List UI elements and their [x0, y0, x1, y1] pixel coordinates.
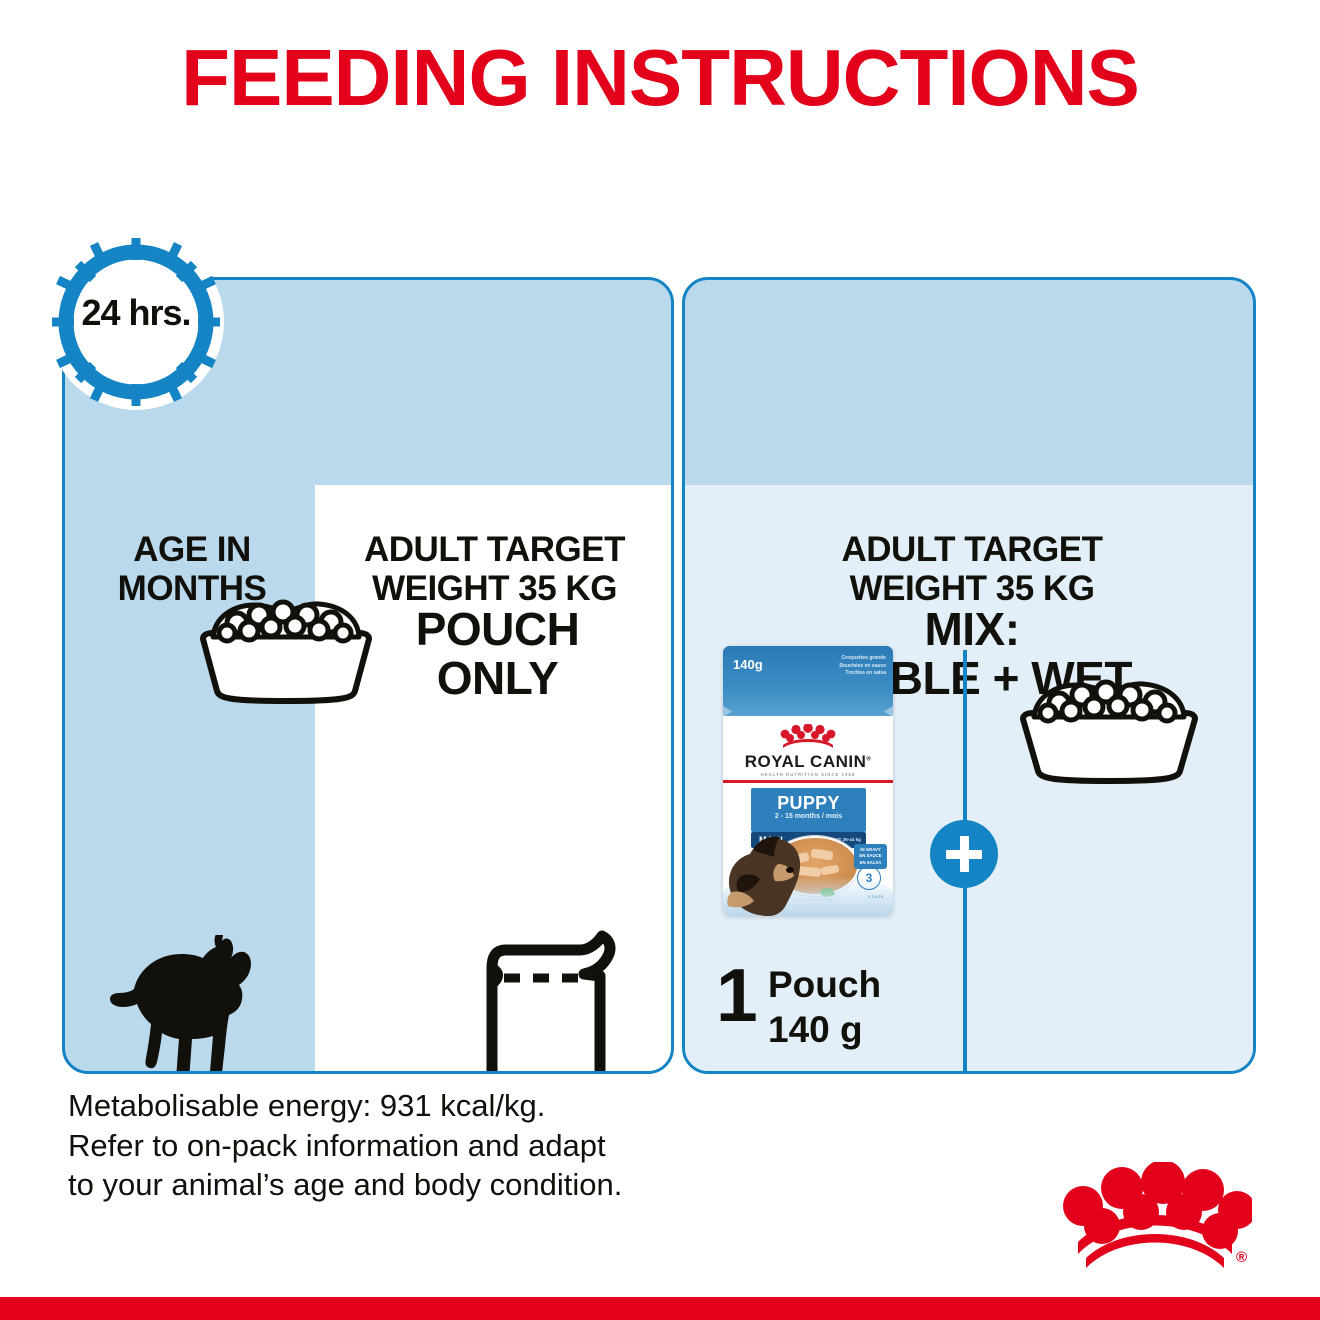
puppy-photo-icon [723, 820, 806, 916]
column-header-weight-right-line1: ADULT TARGET [841, 530, 1104, 569]
pack-corner-note-line2: Bouchées en sauce [839, 662, 886, 669]
royal-canin-crown-icon [777, 723, 839, 750]
pack-red-rule [723, 780, 893, 783]
pack-brand-registered: ® [866, 756, 872, 763]
pouch-count-unit-line2: 140 g [768, 1009, 863, 1051]
product-pack-image: 140g Croquettes grande Bouchées en sauce… [723, 646, 893, 916]
pouch-icon [470, 928, 630, 1071]
pack-food-chunk [820, 864, 840, 876]
pack-food-chunk [810, 848, 834, 861]
registered-mark: ® [1236, 1249, 1248, 1266]
royal-canin-crown-icon [1056, 1160, 1256, 1278]
panel-pouch-only: POUCH ONLY AGE IN [62, 277, 674, 1074]
pouch-only-heading-line1: POUCH [415, 603, 580, 655]
footnote: Metabolisable energy: 931 kcal/kg. Refer… [68, 1086, 828, 1205]
pack-segment-block: PUPPY 2 - 15 months / mois [751, 788, 866, 832]
pack-texture-line1: IN GRAVY [860, 847, 881, 852]
food-bowl-icon [193, 595, 379, 705]
pack-segment-name: PUPPY [777, 793, 840, 813]
clock-face [48, 234, 224, 410]
pack-notch-right-icon [884, 706, 893, 717]
column-header-age: AGE IN MONTHS [69, 530, 315, 608]
mix-heading-line1: MIX: [924, 603, 1020, 655]
footnote-line1: Metabolisable energy: 931 kcal/kg. [68, 1088, 546, 1123]
pack-tagline: HEALTH NUTRITION SINCE 1968 [760, 772, 856, 777]
pack-body: ROYAL CANIN® HEALTH NUTRITION SINCE 1968… [723, 716, 893, 916]
clock-icon: 24 hrs. [48, 234, 224, 410]
pack-notch-left-icon [723, 706, 732, 717]
pack-age-range: 2 - 15 months / mois [774, 813, 843, 820]
pack-texture-line3: EN SALSA [859, 859, 882, 865]
page-title: FEEDING INSTRUCTIONS [181, 33, 1140, 122]
pack-corner-note-line1: Croquettes grande [841, 655, 886, 661]
column-header-adult-target-weight-right: ADULT TARGET WEIGHT 35 KG [685, 530, 1253, 608]
pack-brand-name: ROYAL CANIN® [723, 752, 893, 772]
footnote-line2: Refer to on-pack information and adapt [68, 1127, 606, 1163]
pack-corner-note-line3: Trocitos en salsa [845, 670, 886, 676]
footnote-line3: to your animal’s age and body condition. [68, 1167, 623, 1203]
bottom-red-bar [0, 1297, 1320, 1320]
pack-top-band [723, 646, 893, 716]
pack-brand-text: ROYAL CANIN [744, 752, 867, 771]
column-header-age-line1: AGE IN [133, 530, 251, 569]
column-header-weight-left-line2: WEIGHT 35 KG [372, 568, 617, 608]
column-header-age-line2: MONTHS [117, 568, 267, 608]
pack-texture-line2: EN SAUCE [859, 853, 882, 859]
plus-badge-icon [930, 820, 998, 888]
pack-texture-badge: IN GRAVY EN SAUCE EN SALSA [854, 844, 887, 869]
pack-stage-label: STAGE [868, 894, 884, 899]
pack-corner-note: Croquettes grande Bouchées en sauce Troc… [839, 655, 886, 678]
plus-bar-vertical [959, 836, 969, 872]
column-header-weight-left-line1: ADULT TARGET [364, 530, 626, 569]
column-header-adult-target-weight-left: ADULT TARGET WEIGHT 35 KG [315, 530, 671, 608]
pouch-count-unit-line1: Pouch [768, 964, 882, 1005]
column-header-weight-right-line2: WEIGHT 35 KG [849, 568, 1095, 608]
pack-stage-number: 3 [857, 866, 881, 890]
pouch-count-number: 1 [716, 953, 758, 1037]
food-bowl-icon [1013, 675, 1205, 785]
pouch-only-heading: POUCH ONLY [315, 603, 671, 704]
pouch-count-unit: Pouch 140 g [768, 962, 881, 1052]
clock-label: 24 hrs. [81, 292, 191, 333]
puppy-silhouette-icon [110, 928, 275, 1071]
pack-weight: 140g [733, 657, 763, 672]
pouch-only-heading-line2: ONLY [436, 651, 559, 704]
